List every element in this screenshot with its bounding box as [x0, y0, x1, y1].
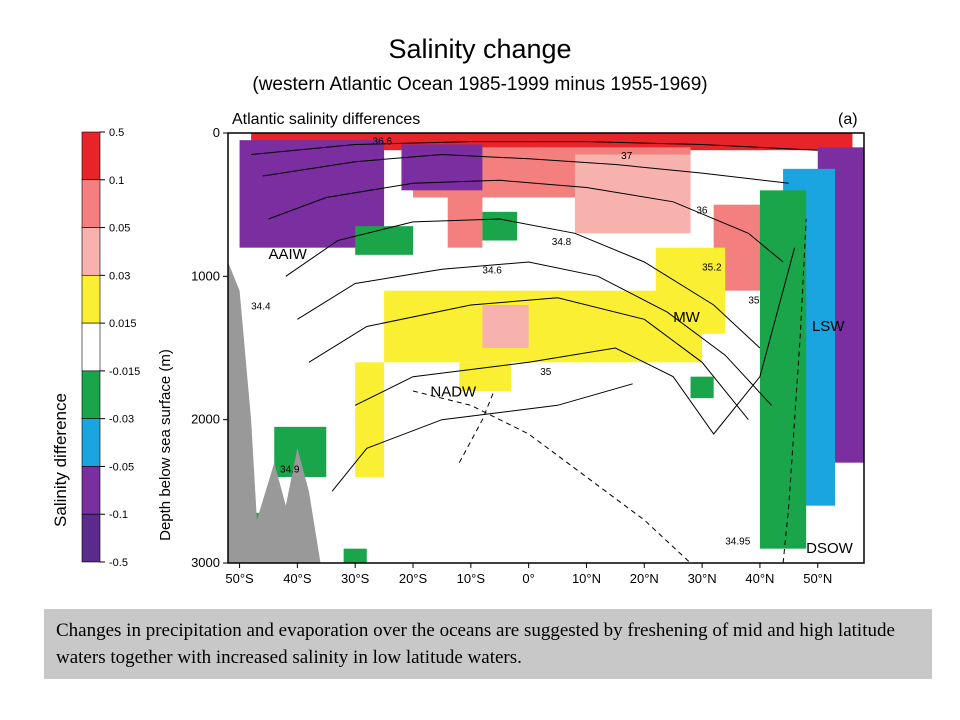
caption-box: Changes in precipitation and evaporation… [44, 609, 932, 679]
colorbar-tick-label: 0.5 [109, 127, 124, 139]
salinity-region [482, 211, 518, 241]
contour-value-label: 37 [621, 151, 633, 162]
contour-line-dashed [458, 390, 495, 463]
y-tick-label: 2000 [191, 412, 220, 427]
colorbar-tick-label: -0.05 [109, 461, 134, 473]
salinity-regions [239, 133, 864, 563]
salinity-region [343, 548, 367, 563]
contour-value-label: 34.6 [482, 265, 502, 276]
y-tick-label: 0 [213, 125, 220, 140]
water-mass-label: DSOW [806, 540, 854, 557]
seafloor-topography [228, 262, 321, 563]
x-tick-label: 30°S [341, 571, 370, 586]
caption-text: Changes in precipitation and evaporation… [56, 620, 895, 668]
contour-value-label: 35 [540, 367, 552, 378]
colorbar-tick-label: 0.015 [109, 318, 137, 330]
chart-title: Atlantic salinity differences [232, 111, 420, 128]
colorbar: 0.5 0.1 0.05 0.03 0.015 -0.015 -0.03 -0.05 -0.1 -… [81, 127, 140, 569]
water-mass-label: MW [673, 309, 700, 326]
contour-line-dashed [412, 390, 691, 564]
y-tick-label: 3000 [191, 555, 220, 570]
x-tick-label: 40°S [283, 571, 312, 586]
y-tick-label: 1000 [191, 268, 220, 283]
plot-area [227, 132, 865, 564]
water-mass-label: AAIW [268, 246, 307, 263]
water-mass-label: LSW [812, 318, 845, 335]
colorbar-swatch [81, 227, 101, 276]
colorbar-swatch [81, 275, 101, 324]
colorbar-tick-label: -0.1 [109, 509, 128, 521]
contour-line [262, 153, 789, 184]
colorbar-tick-label: 0.03 [109, 270, 130, 282]
x-tick-label: 50°N [803, 571, 832, 586]
colorbar-swatch [81, 418, 101, 467]
colorbar-swatch [81, 322, 101, 372]
contour-line [354, 247, 796, 435]
water-mass-label: NADW [430, 384, 477, 401]
contour-line [331, 383, 633, 492]
salinity-figure: 0.5 0.1 0.05 0.03 0.015 -0.015 -0.03 -0.05 -0.1 -… [51, 111, 865, 586]
colorbar-swatch [81, 370, 101, 419]
contour-line [297, 261, 772, 406]
y-axis-label: Depth below sea surface (m) [157, 349, 174, 541]
plot-annotations: AAIW NADW MW LSW DSOW 36.6 37 36 34.8 34.6 34.4 35.… [251, 136, 854, 557]
contour-value-label: 34.95 [725, 536, 750, 547]
contour-value-label: 36 [696, 205, 708, 216]
seafloor-topography-shape [228, 262, 321, 563]
salinity-region [482, 305, 529, 348]
salinity-region [459, 362, 512, 391]
salinity-region [355, 362, 385, 477]
plot-frame [227, 132, 865, 564]
x-tick-label: 20°N [630, 571, 659, 586]
x-tick-label: 30°N [688, 571, 717, 586]
panel-label: (a) [838, 111, 858, 128]
contour-value-label: 34.9 [280, 465, 300, 476]
contour-line [251, 141, 818, 155]
x-tick-label: 0° [522, 571, 534, 586]
x-axis: 50°S 40°S 30°S 20°S 10°S 0° 10°N 20°N 30°N 40°N 50… [225, 563, 832, 586]
colorbar-tick-label: -0.5 [109, 557, 128, 569]
salinity-region [447, 197, 483, 248]
colorbar-swatch [81, 179, 101, 228]
colorbar-tick-label: -0.03 [109, 414, 134, 426]
contour-value-label: 35 [748, 296, 760, 307]
colorbar-swatch [81, 513, 101, 563]
x-tick-label: 20°S [399, 571, 428, 586]
slide-title: Salinity change [388, 34, 572, 64]
contour-value-label: 35.2 [702, 263, 722, 274]
contour-value-label: 36.6 [373, 136, 393, 147]
colorbar-swatch [81, 466, 101, 515]
salinity-region [574, 154, 691, 234]
colorbar-tick-label: 0.05 [109, 223, 130, 235]
salinity-region [690, 376, 714, 399]
salinity-region [759, 190, 807, 549]
colorbar-label: Salinity difference [51, 393, 70, 527]
contour-value-label: 34.8 [552, 237, 572, 248]
x-tick-label: 40°N [745, 571, 774, 586]
x-tick-label: 10°S [457, 571, 486, 586]
colorbar-tick-label: 0.1 [109, 175, 124, 187]
colorbar-tick-label: -0.015 [109, 366, 140, 378]
contour-line [268, 179, 784, 263]
contour-line [285, 218, 761, 349]
y-axis: 0 1000 2000 3000 [191, 125, 228, 570]
x-tick-label: 50°S [225, 571, 254, 586]
contour-line-dashed [782, 218, 807, 564]
slide-subtitle: (western Atlantic Ocean 1985-1999 minus … [252, 74, 708, 95]
salinity-region [355, 226, 414, 255]
contour-lines [251, 141, 818, 564]
colorbar-swatch [81, 131, 101, 181]
x-tick-label: 10°N [572, 571, 601, 586]
contour-value-label: 34.4 [251, 301, 271, 312]
contour-line [308, 297, 749, 421]
